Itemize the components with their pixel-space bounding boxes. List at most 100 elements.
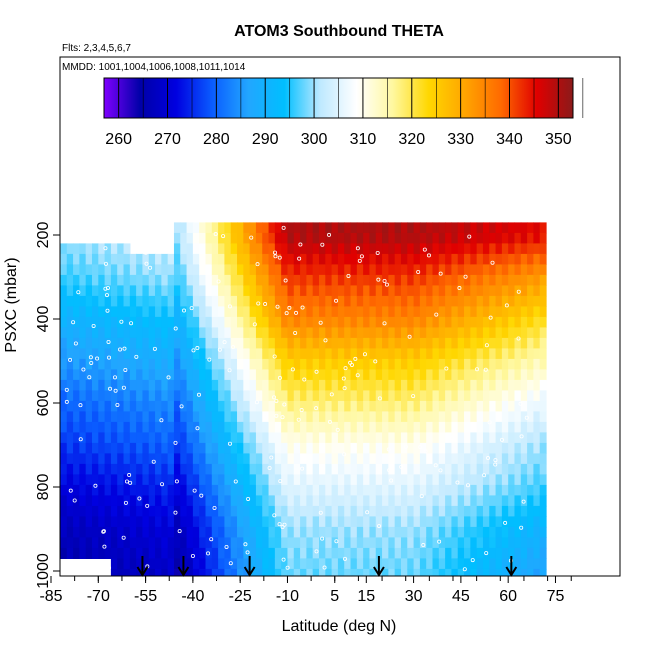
theta-cell: [363, 337, 371, 349]
theta-cell: [66, 285, 74, 297]
theta-cell: [66, 327, 74, 339]
theta-cell: [167, 348, 175, 360]
theta-cell: [432, 243, 440, 255]
theta-cell: [199, 505, 207, 517]
observation-point: [221, 234, 226, 239]
theta-cell: [539, 222, 547, 234]
theta-cell: [199, 526, 207, 538]
theta-cell: [501, 568, 509, 576]
theta-cell: [426, 285, 434, 297]
theta-cell: [312, 253, 320, 265]
theta-cell: [482, 421, 490, 433]
theta-cell: [274, 442, 282, 454]
theta-cell: [129, 453, 137, 465]
theta-cell: [300, 390, 307, 402]
observation-point: [112, 375, 117, 380]
theta-cell: [129, 264, 137, 276]
theta-cell: [508, 316, 516, 328]
theta-cell: [306, 526, 314, 538]
theta-cell: [205, 222, 213, 234]
theta-cell: [306, 505, 314, 517]
theta-cell: [400, 379, 408, 391]
theta-cell: [457, 327, 465, 339]
theta-cell: [407, 474, 415, 486]
theta-cell: [356, 453, 364, 465]
theta-cell: [300, 222, 307, 234]
theta-cell: [331, 222, 339, 234]
theta-cell: [173, 453, 181, 465]
observation-point: [278, 479, 283, 484]
theta-cell: [167, 285, 175, 297]
theta-cell: [489, 243, 497, 255]
theta-cell: [79, 264, 87, 276]
theta-cell: [457, 474, 465, 486]
theta-cell: [470, 274, 478, 286]
theta-cell: [344, 442, 352, 454]
theta-cell: [186, 369, 194, 381]
theta-cell: [533, 222, 541, 234]
theta-cell: [388, 400, 396, 412]
theta-cell: [388, 474, 396, 486]
theta-cell: [363, 400, 371, 412]
theta-cell: [539, 547, 547, 559]
theta-cell: [501, 516, 509, 528]
theta-cell: [325, 568, 333, 576]
theta-cell: [123, 505, 131, 517]
theta-cell: [363, 253, 371, 265]
observation-point: [486, 456, 491, 461]
theta-cell: [394, 285, 402, 297]
theta-cell: [161, 411, 169, 423]
theta-cell: [199, 369, 207, 381]
theta-cell: [237, 421, 244, 433]
theta-cell: [224, 379, 232, 391]
theta-cell: [331, 285, 339, 297]
theta-cell: [344, 327, 352, 339]
theta-cell: [268, 484, 276, 496]
theta-cell: [281, 306, 289, 318]
theta-cell: [388, 285, 396, 297]
theta-cell: [350, 474, 358, 486]
theta-cell: [306, 274, 314, 286]
theta-cell: [148, 516, 156, 528]
theta-cell: [344, 274, 352, 286]
theta-cell: [281, 474, 289, 486]
theta-cell: [514, 222, 522, 234]
theta-cell: [319, 253, 326, 265]
theta-cell: [123, 369, 131, 381]
theta-cell: [281, 274, 289, 286]
theta-cell: [306, 285, 314, 297]
theta-cell: [419, 558, 427, 570]
theta-cell: [268, 421, 276, 433]
theta-cell: [501, 505, 509, 517]
theta-cell: [514, 264, 522, 276]
theta-cell: [382, 558, 389, 570]
theta-cell: [419, 547, 427, 559]
theta-cell: [211, 274, 219, 286]
theta-cell: [98, 505, 106, 517]
theta-cell: [123, 390, 131, 402]
theta-cell: [482, 274, 490, 286]
theta-cell: [230, 568, 238, 576]
theta-cell: [136, 274, 144, 286]
theta-cell: [129, 274, 137, 286]
theta-cell: [363, 495, 371, 507]
theta-cell: [230, 369, 238, 381]
theta-cell: [243, 484, 251, 496]
theta-cell: [129, 348, 137, 360]
theta-cell: [129, 432, 137, 444]
observation-point: [272, 395, 277, 400]
theta-cell: [457, 358, 465, 370]
theta-cell: [470, 505, 478, 517]
theta-cell: [514, 484, 522, 496]
theta-cell: [520, 421, 528, 433]
theta-cell: [394, 463, 402, 475]
theta-cell: [350, 526, 358, 538]
theta-cell: [268, 400, 276, 412]
observation-point: [228, 561, 233, 566]
theta-cell: [180, 442, 188, 454]
theta-cell: [451, 495, 459, 507]
theta-cell: [350, 390, 358, 402]
theta-cell: [85, 379, 93, 391]
theta-cell: [356, 505, 364, 517]
theta-cell: [344, 463, 352, 475]
